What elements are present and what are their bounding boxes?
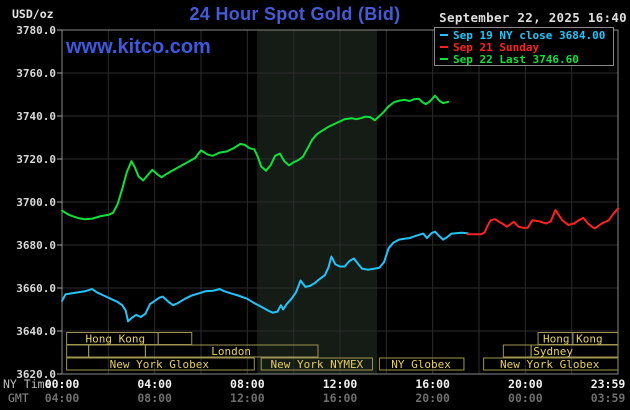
legend-dash-icon [440, 58, 448, 60]
session-box [88, 344, 146, 358]
y-tick-label: 3740.0 [16, 109, 56, 123]
y-tick-label: 3780.0 [16, 23, 56, 37]
x-tick-label-ny: 16:00 [415, 377, 450, 391]
x-tick-label-ny: 20:00 [508, 377, 543, 391]
kitco-watermark: www.kitco.com [66, 36, 211, 58]
y-tick-label: 3700.0 [16, 195, 56, 209]
session-box [260, 357, 373, 371]
x-axis-ny-time-label: NY Time [3, 377, 52, 391]
legend-item-label: Sep 22 Last 3746.60 [453, 52, 579, 66]
session-box [66, 344, 90, 358]
y-tick-label: 3760.0 [16, 66, 56, 80]
y-tick-label: 3720.0 [16, 152, 56, 166]
session-box [66, 357, 255, 371]
session-box [144, 344, 319, 358]
legend-item-label: Sep 21 Sunday [453, 40, 540, 54]
session-label: London [211, 345, 251, 358]
legend-item: Sep 19 NY close 3684.00 [435, 28, 613, 42]
x-tick-label-ny: 00:00 [44, 377, 80, 391]
y-tick-label: 3680.0 [16, 238, 56, 252]
session-box [378, 357, 465, 371]
legend: Sep 19 NY close 3684.00 Sep 21 Sunday Sep … [434, 27, 614, 66]
session-label: New York Globex [500, 358, 600, 371]
series-sep21-red-line [466, 207, 619, 236]
page-title: 24 Hour Spot Gold (Bid) [189, 4, 401, 24]
timestamp-label: September 22, 2025 16:40 [439, 10, 627, 25]
session-box [530, 344, 619, 358]
x-tick-label-gmt: 03:59 [590, 391, 626, 405]
x-tick-label-gmt: 08:00 [137, 391, 172, 405]
y-tick-label: 3660.0 [16, 281, 56, 295]
legend-item-label: Sep 19 NY close 3684.00 [453, 28, 606, 42]
legend-dash-icon [440, 34, 448, 36]
session-label: New York Globex [110, 358, 210, 371]
legend-item: Sep 21 Sunday [435, 40, 613, 54]
session-label: Hong Kong [85, 333, 145, 346]
y-axis-unit-label: USD/oz [12, 7, 54, 21]
x-tick-label-gmt: 20:00 [415, 391, 450, 405]
session-label: New York NYMEX [270, 358, 363, 371]
series-sep22-green-line [61, 94, 450, 221]
y-tick-label: 3640.0 [16, 324, 56, 338]
x-tick-label-gmt: 00:00 [508, 391, 543, 405]
x-tick-label-ny: 04:00 [137, 377, 172, 391]
session-box [483, 357, 619, 371]
legend-dash-icon [440, 46, 448, 48]
legend-item: Sep 22 Last 3746.60 [435, 52, 613, 66]
session-box [157, 332, 193, 345]
x-tick-label-gmt: 12:00 [230, 391, 265, 405]
x-tick-label-ny: 12:00 [322, 377, 358, 391]
session-label: NY Globex [391, 358, 451, 371]
session-box [502, 344, 532, 358]
x-tick-label-ny: 23:59 [590, 377, 626, 391]
x-tick-label-gmt: 04:00 [44, 391, 80, 405]
series-sep19-cyan-line [61, 230, 469, 323]
session-label: Sydney [533, 345, 573, 358]
x-axis-gmt-label: GMT [8, 391, 29, 405]
x-tick-label-ny: 08:00 [230, 377, 265, 391]
session-label: Hong Kong [543, 333, 603, 346]
y-tick-label: 3620.0 [16, 367, 56, 381]
x-tick-label-gmt: 16:00 [322, 391, 358, 405]
